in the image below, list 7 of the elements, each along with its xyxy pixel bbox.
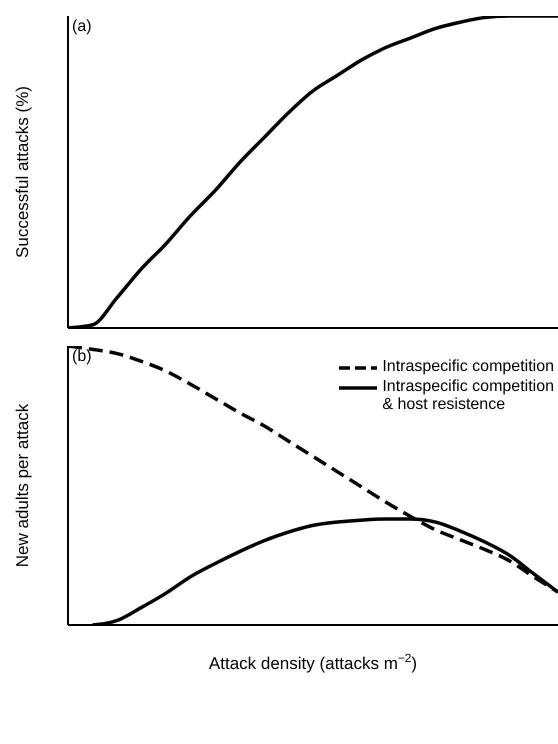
annotation: (a) xyxy=(72,18,92,36)
legend-label: Intraspecific competition & host resistence xyxy=(382,378,554,414)
y-axis-title: New adults per attack xyxy=(13,403,32,568)
annotation: (b) xyxy=(72,348,92,366)
x-axis-title: Attack density (attacks m$^{−2}$) xyxy=(208,651,418,673)
y-axis-title: Successful attacks (%) xyxy=(13,86,32,258)
legend-label: Intraspecific competition xyxy=(382,358,554,376)
